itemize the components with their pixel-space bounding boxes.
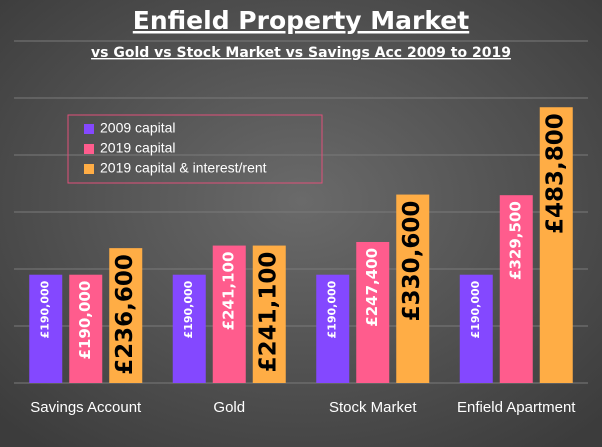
data-label: £241,100 xyxy=(220,252,238,331)
data-label: £241,100 xyxy=(256,252,282,373)
bar xyxy=(252,245,286,383)
bar xyxy=(109,248,143,383)
chart-subtitle: vs Gold vs Stock Market vs Savings Acc 2… xyxy=(91,45,511,61)
data-label: £190,000 xyxy=(76,281,94,360)
bar xyxy=(69,274,103,383)
legend-marker xyxy=(84,144,94,154)
bar xyxy=(396,194,430,383)
chart-title: Enfield Property Market xyxy=(133,6,469,35)
data-label: £190,000 xyxy=(182,280,195,338)
bar xyxy=(499,195,533,383)
bar xyxy=(459,274,493,383)
legend-label: 2019 capital & interest/rent xyxy=(100,160,267,176)
x-tick-label: Enfield Apartment xyxy=(457,399,576,416)
x-tick-label: Savings Account xyxy=(30,399,142,416)
bar xyxy=(29,274,63,383)
legend-marker xyxy=(84,164,94,174)
legend-label: 2009 capital xyxy=(100,120,176,136)
bar xyxy=(539,107,573,383)
bar xyxy=(316,274,350,383)
data-label: £190,000 xyxy=(469,280,482,338)
bar xyxy=(212,245,246,383)
legend-marker xyxy=(84,124,94,134)
legend-box xyxy=(67,114,323,184)
legend-label: 2019 capital xyxy=(100,140,176,156)
x-tick-label: Gold xyxy=(213,399,245,416)
data-label: £483,800 xyxy=(543,113,569,234)
bar xyxy=(356,241,390,383)
data-label: £190,000 xyxy=(39,280,52,338)
x-tick-label: Stock Market xyxy=(329,399,417,416)
bar xyxy=(172,274,206,383)
data-label: £247,400 xyxy=(363,248,381,327)
data-label: £330,600 xyxy=(399,201,425,322)
data-label: £190,000 xyxy=(326,280,339,338)
data-label: £329,500 xyxy=(507,201,525,280)
data-label: £236,600 xyxy=(112,254,138,375)
